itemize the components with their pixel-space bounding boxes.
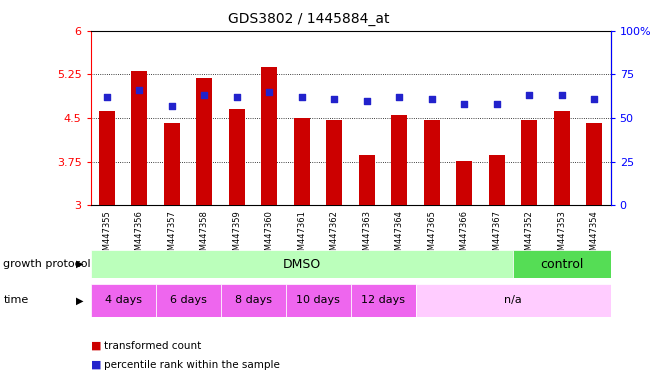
- Text: transformed count: transformed count: [104, 341, 201, 351]
- Bar: [91, 284, 156, 317]
- Point: [297, 94, 307, 100]
- Point: [524, 92, 535, 98]
- Point: [556, 92, 567, 98]
- Bar: [513, 250, 611, 278]
- Point: [199, 92, 210, 98]
- Point: [459, 101, 470, 107]
- Bar: [196, 78, 213, 205]
- Point: [264, 89, 274, 95]
- Point: [362, 98, 372, 104]
- Bar: [164, 123, 180, 205]
- Text: GDS3802 / 1445884_at: GDS3802 / 1445884_at: [228, 12, 390, 25]
- Text: ■: ■: [91, 341, 101, 351]
- Text: 6 days: 6 days: [170, 295, 207, 306]
- Bar: [391, 114, 407, 205]
- Bar: [351, 284, 415, 317]
- Text: ■: ■: [91, 360, 101, 370]
- Point: [427, 96, 437, 102]
- Bar: [586, 123, 603, 205]
- Text: DMSO: DMSO: [282, 258, 321, 270]
- Text: 8 days: 8 days: [235, 295, 272, 306]
- Point: [491, 101, 502, 107]
- Text: ▶: ▶: [76, 295, 84, 306]
- Bar: [99, 111, 115, 205]
- Point: [166, 103, 177, 109]
- Bar: [326, 120, 342, 205]
- Bar: [423, 121, 440, 205]
- Text: percentile rank within the sample: percentile rank within the sample: [104, 360, 280, 370]
- Bar: [488, 156, 505, 205]
- Text: ▶: ▶: [76, 259, 84, 269]
- Point: [589, 96, 600, 102]
- Bar: [156, 284, 221, 317]
- Bar: [229, 109, 245, 205]
- Point: [394, 94, 405, 100]
- Bar: [294, 118, 310, 205]
- Bar: [554, 111, 570, 205]
- Bar: [521, 121, 537, 205]
- Bar: [91, 250, 513, 278]
- Text: time: time: [3, 295, 29, 306]
- Text: control: control: [540, 258, 584, 270]
- Bar: [415, 284, 611, 317]
- Point: [134, 87, 145, 93]
- Point: [101, 94, 112, 100]
- Text: n/a: n/a: [504, 295, 522, 306]
- Bar: [221, 284, 286, 317]
- Bar: [286, 284, 351, 317]
- Text: growth protocol: growth protocol: [3, 259, 91, 269]
- Bar: [456, 161, 472, 205]
- Bar: [261, 67, 278, 205]
- Bar: [132, 71, 148, 205]
- Point: [329, 96, 340, 102]
- Point: [231, 94, 242, 100]
- Text: 10 days: 10 days: [296, 295, 340, 306]
- Bar: [359, 156, 375, 205]
- Text: 12 days: 12 days: [361, 295, 405, 306]
- Text: 4 days: 4 days: [105, 295, 142, 306]
